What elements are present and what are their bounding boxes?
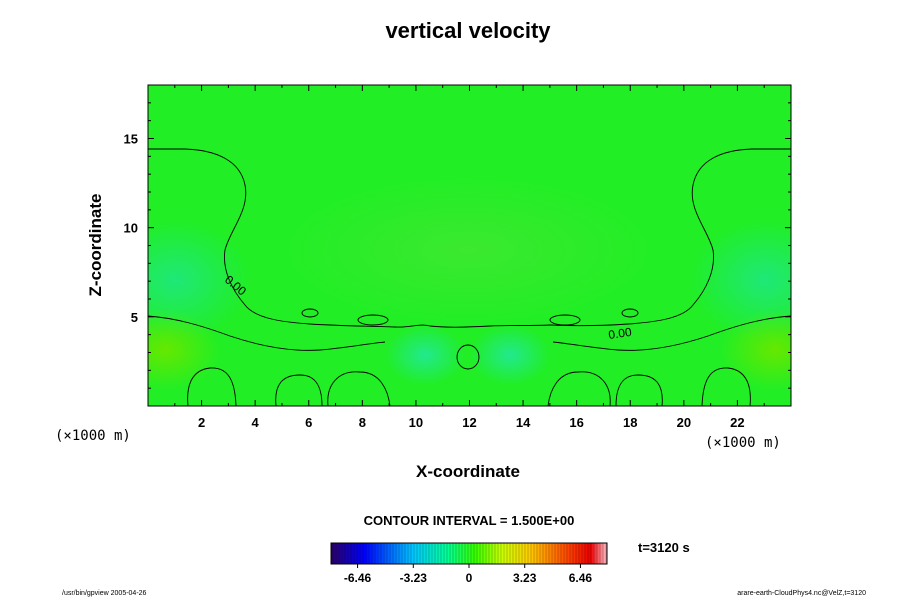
x-tick-label: 18 [623, 415, 637, 430]
x-tick-label: 22 [730, 415, 744, 430]
x-unit-label: (×1000 m) [705, 435, 781, 451]
colorbar-tick-label: 6.46 [569, 571, 593, 585]
x-tick-label: 20 [677, 415, 691, 430]
colorbar [330, 542, 608, 565]
colorbar-ticks: -6.46 -3.23 0 3.23 6.46 [344, 564, 593, 585]
contour-small-left [357, 314, 389, 326]
y-tick-label: 5 [131, 310, 138, 325]
colorbar-tick-label: 3.23 [513, 571, 537, 585]
contour-bottom-1 [187, 367, 237, 406]
contour-small-right-2 [621, 308, 639, 318]
contour-bottom-3 [327, 371, 391, 406]
contour-bottom-6 [701, 367, 751, 406]
field-center-left-cell [385, 325, 465, 385]
footer-right: arare-earth-CloudPhys4.nc@VelZ,t=3120 [737, 590, 866, 597]
contour-label: 0.00 [607, 325, 632, 342]
colorbar-stripes [332, 543, 607, 564]
x-tick-label: 6 [305, 415, 312, 430]
x-ticks: 2 4 6 8 10 12 14 16 18 20 22 [174, 85, 765, 430]
y-axis-label: Z-coordinate [86, 194, 105, 297]
colorbar-tick-label: -3.23 [400, 571, 428, 585]
field-right-downdraft [690, 220, 791, 340]
contour-right-lower [552, 315, 791, 351]
contour-zero-lines [148, 148, 791, 406]
x-tick-label: 4 [252, 415, 260, 430]
colorbar-tick-label: -6.46 [344, 571, 372, 585]
contour-interval: CONTOUR INTERVAL = 1.500E+00 [364, 513, 575, 528]
time-label: t=3120 s [638, 540, 690, 555]
x-axis-label: X-coordinate [416, 462, 520, 481]
field-center-right-cell [470, 325, 550, 385]
y-tick-label: 15 [124, 132, 138, 147]
x-tick-label: 10 [409, 415, 423, 430]
plot-area [148, 85, 791, 406]
field-right-low-updraft [720, 310, 791, 390]
y-ticks: 5 10 15 [124, 102, 791, 389]
chart-title: vertical velocity [385, 18, 551, 43]
contour-right-upper [549, 148, 791, 327]
y-tick-label: 10 [124, 221, 138, 236]
x-tick-label: 2 [198, 415, 205, 430]
x-tick-label: 16 [569, 415, 583, 430]
x-tick-label: 12 [462, 415, 476, 430]
x-tick-label: 14 [516, 415, 531, 430]
field-left-low-updraft [148, 310, 220, 390]
footer-left: /usr/bin/gpview 2005-04-26 [62, 590, 147, 597]
contour-center-bubble [456, 344, 480, 370]
contour-bottom-5 [615, 374, 663, 406]
colorbar-tick-label: 0 [466, 571, 473, 585]
contour-small-right [549, 314, 581, 326]
contour-small-left-2 [301, 308, 319, 318]
contour-left-upper [148, 148, 551, 328]
contour-bottom-2 [275, 374, 323, 406]
y-unit-label: (×1000 m) [55, 428, 131, 444]
field-updraft-core [278, 175, 658, 325]
field-left-downdraft [148, 220, 250, 340]
contour-bottom-4 [547, 371, 611, 406]
contour-left-lower [148, 315, 386, 351]
x-tick-label: 8 [359, 415, 366, 430]
